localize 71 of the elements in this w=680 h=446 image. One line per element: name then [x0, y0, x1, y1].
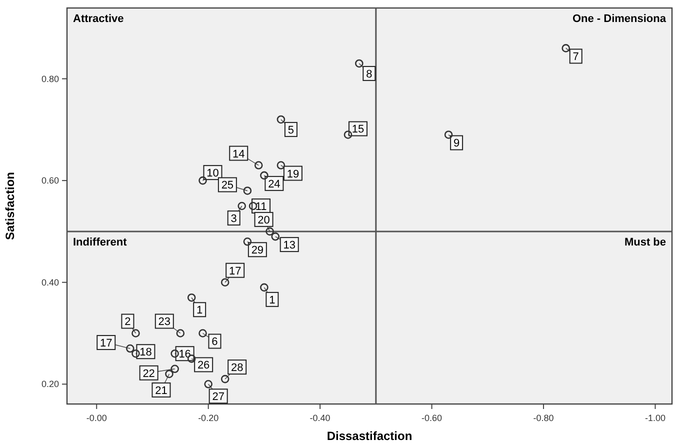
y-tick-label: 0.60	[41, 176, 59, 186]
annotation: 18	[140, 346, 152, 359]
x-tick-label: -0.20	[198, 413, 219, 423]
point	[198, 329, 207, 338]
annotation: 14	[232, 148, 245, 160]
point	[260, 283, 268, 292]
annotation: 23	[158, 316, 171, 328]
x-tick-label: -0.80	[533, 413, 554, 423]
x-tick-label: -0.40	[310, 413, 330, 423]
annotation: 29	[251, 244, 264, 257]
annotation: 15	[352, 124, 364, 136]
annotation: 6	[212, 336, 218, 348]
point	[126, 344, 134, 353]
annotation: Attractive	[73, 13, 124, 25]
annotation: 22	[142, 368, 155, 380]
point	[276, 115, 286, 124]
x-tick-label: -1.00	[644, 413, 666, 423]
point	[266, 227, 274, 236]
point	[176, 329, 185, 338]
point	[220, 374, 230, 384]
point	[198, 176, 207, 185]
point	[187, 293, 196, 302]
annotation: 21	[155, 384, 168, 397]
point	[204, 380, 212, 388]
annotation: 7	[572, 51, 579, 64]
x-tick-label: -0.00	[86, 413, 107, 423]
annotation: 2	[124, 316, 131, 328]
annotation: 19	[286, 168, 300, 180]
point	[444, 130, 453, 139]
annotation: 25	[221, 180, 234, 192]
annotation: 17	[100, 338, 112, 350]
annotation: 1	[269, 294, 276, 306]
annotation: 3	[230, 213, 237, 225]
annotation: 8	[366, 68, 372, 80]
point	[220, 278, 230, 286]
annotation: 17	[228, 265, 242, 278]
point	[132, 329, 140, 338]
y-tick-label: 0.40	[41, 277, 59, 288]
point	[271, 232, 280, 241]
x-axis-title: Dissastifaction	[326, 429, 412, 443]
point	[276, 161, 286, 170]
annotation: 9	[453, 138, 460, 150]
annotation: 5	[288, 124, 294, 136]
x-tick-label: -0.60	[422, 413, 442, 423]
annotation: 13	[283, 240, 296, 252]
annotation: One - Dimensiona	[572, 13, 667, 25]
y-axis-title: Satisfaction	[3, 172, 17, 240]
point	[355, 59, 364, 68]
annotation: Must be	[624, 236, 666, 248]
annotation: 26	[197, 360, 210, 372]
annotation: 11	[255, 201, 267, 213]
point	[243, 186, 252, 195]
annotation: Indifferent	[73, 236, 128, 248]
point	[562, 44, 570, 52]
point	[132, 349, 140, 358]
point	[238, 202, 246, 210]
point	[243, 237, 252, 246]
annotation: 24	[268, 178, 280, 190]
annotation: 20	[258, 214, 270, 226]
point	[254, 161, 263, 170]
point	[170, 349, 179, 358]
y-tick-label: 0.20	[41, 379, 59, 390]
point	[260, 171, 268, 180]
annotation: 28	[230, 362, 244, 374]
point	[165, 370, 174, 378]
point	[344, 130, 352, 139]
annotation: 27	[212, 391, 224, 404]
y-tick-label: 0.80	[41, 74, 59, 84]
point	[170, 364, 179, 374]
annotation: 1	[196, 304, 203, 317]
annotation: 10	[206, 168, 219, 180]
